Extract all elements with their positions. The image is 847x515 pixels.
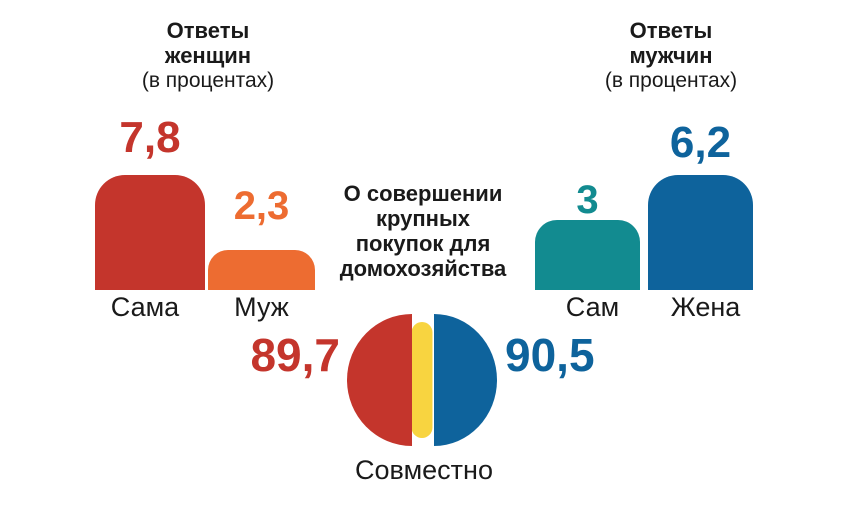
women-bar-sama (95, 175, 205, 290)
women-title-line-2: женщин (164, 43, 252, 68)
men-bar-zhena (648, 175, 753, 290)
joint-circle-red-half (347, 314, 412, 446)
men-bar-label-zhena: Жена (670, 292, 741, 322)
men-title-line-3: (в процентах) (604, 69, 738, 92)
women-bar-label-sama: Сама (110, 292, 180, 322)
question-line-1: О совершении (343, 181, 503, 206)
joint-label: Совместно (355, 455, 493, 485)
joint-value-men: 90,5 (505, 329, 595, 381)
men-title-line-2: мужчин (629, 43, 713, 68)
women-bar-value-muzh: 2,3 (233, 184, 290, 228)
question-line-2: крупных (376, 206, 470, 231)
men-panel-title: Ответы мужчин (в процентах) (571, 18, 771, 93)
women-title-line-3: (в процентах) (141, 69, 275, 92)
men-bar-value-zhena: 6,2 (669, 118, 732, 167)
women-bar-muzh (208, 250, 315, 290)
women-bar-value-sama: 7,8 (119, 113, 181, 162)
joint-circle-yellow-band (411, 322, 433, 438)
women-panel-title: Ответы женщин (в процентах) (108, 18, 308, 93)
joint-circle-blue-half (434, 314, 497, 446)
men-title-line-1: Ответы (629, 18, 713, 43)
joint-split-circle-icon (347, 314, 497, 446)
women-title-line-1: Ответы (166, 18, 250, 43)
men-bar-sam (535, 220, 640, 290)
question-line-4: домохозяйства (339, 256, 507, 281)
men-bar-label-sam: Сам (565, 292, 620, 322)
center-question: О совершении крупных покупок для домохоз… (313, 181, 533, 281)
question-line-3: покупок для (355, 231, 491, 256)
joint-value-women: 89,7 (250, 329, 340, 381)
men-bar-value-sam: 3 (576, 178, 599, 222)
women-bar-label-muzh: Муж (234, 292, 289, 322)
